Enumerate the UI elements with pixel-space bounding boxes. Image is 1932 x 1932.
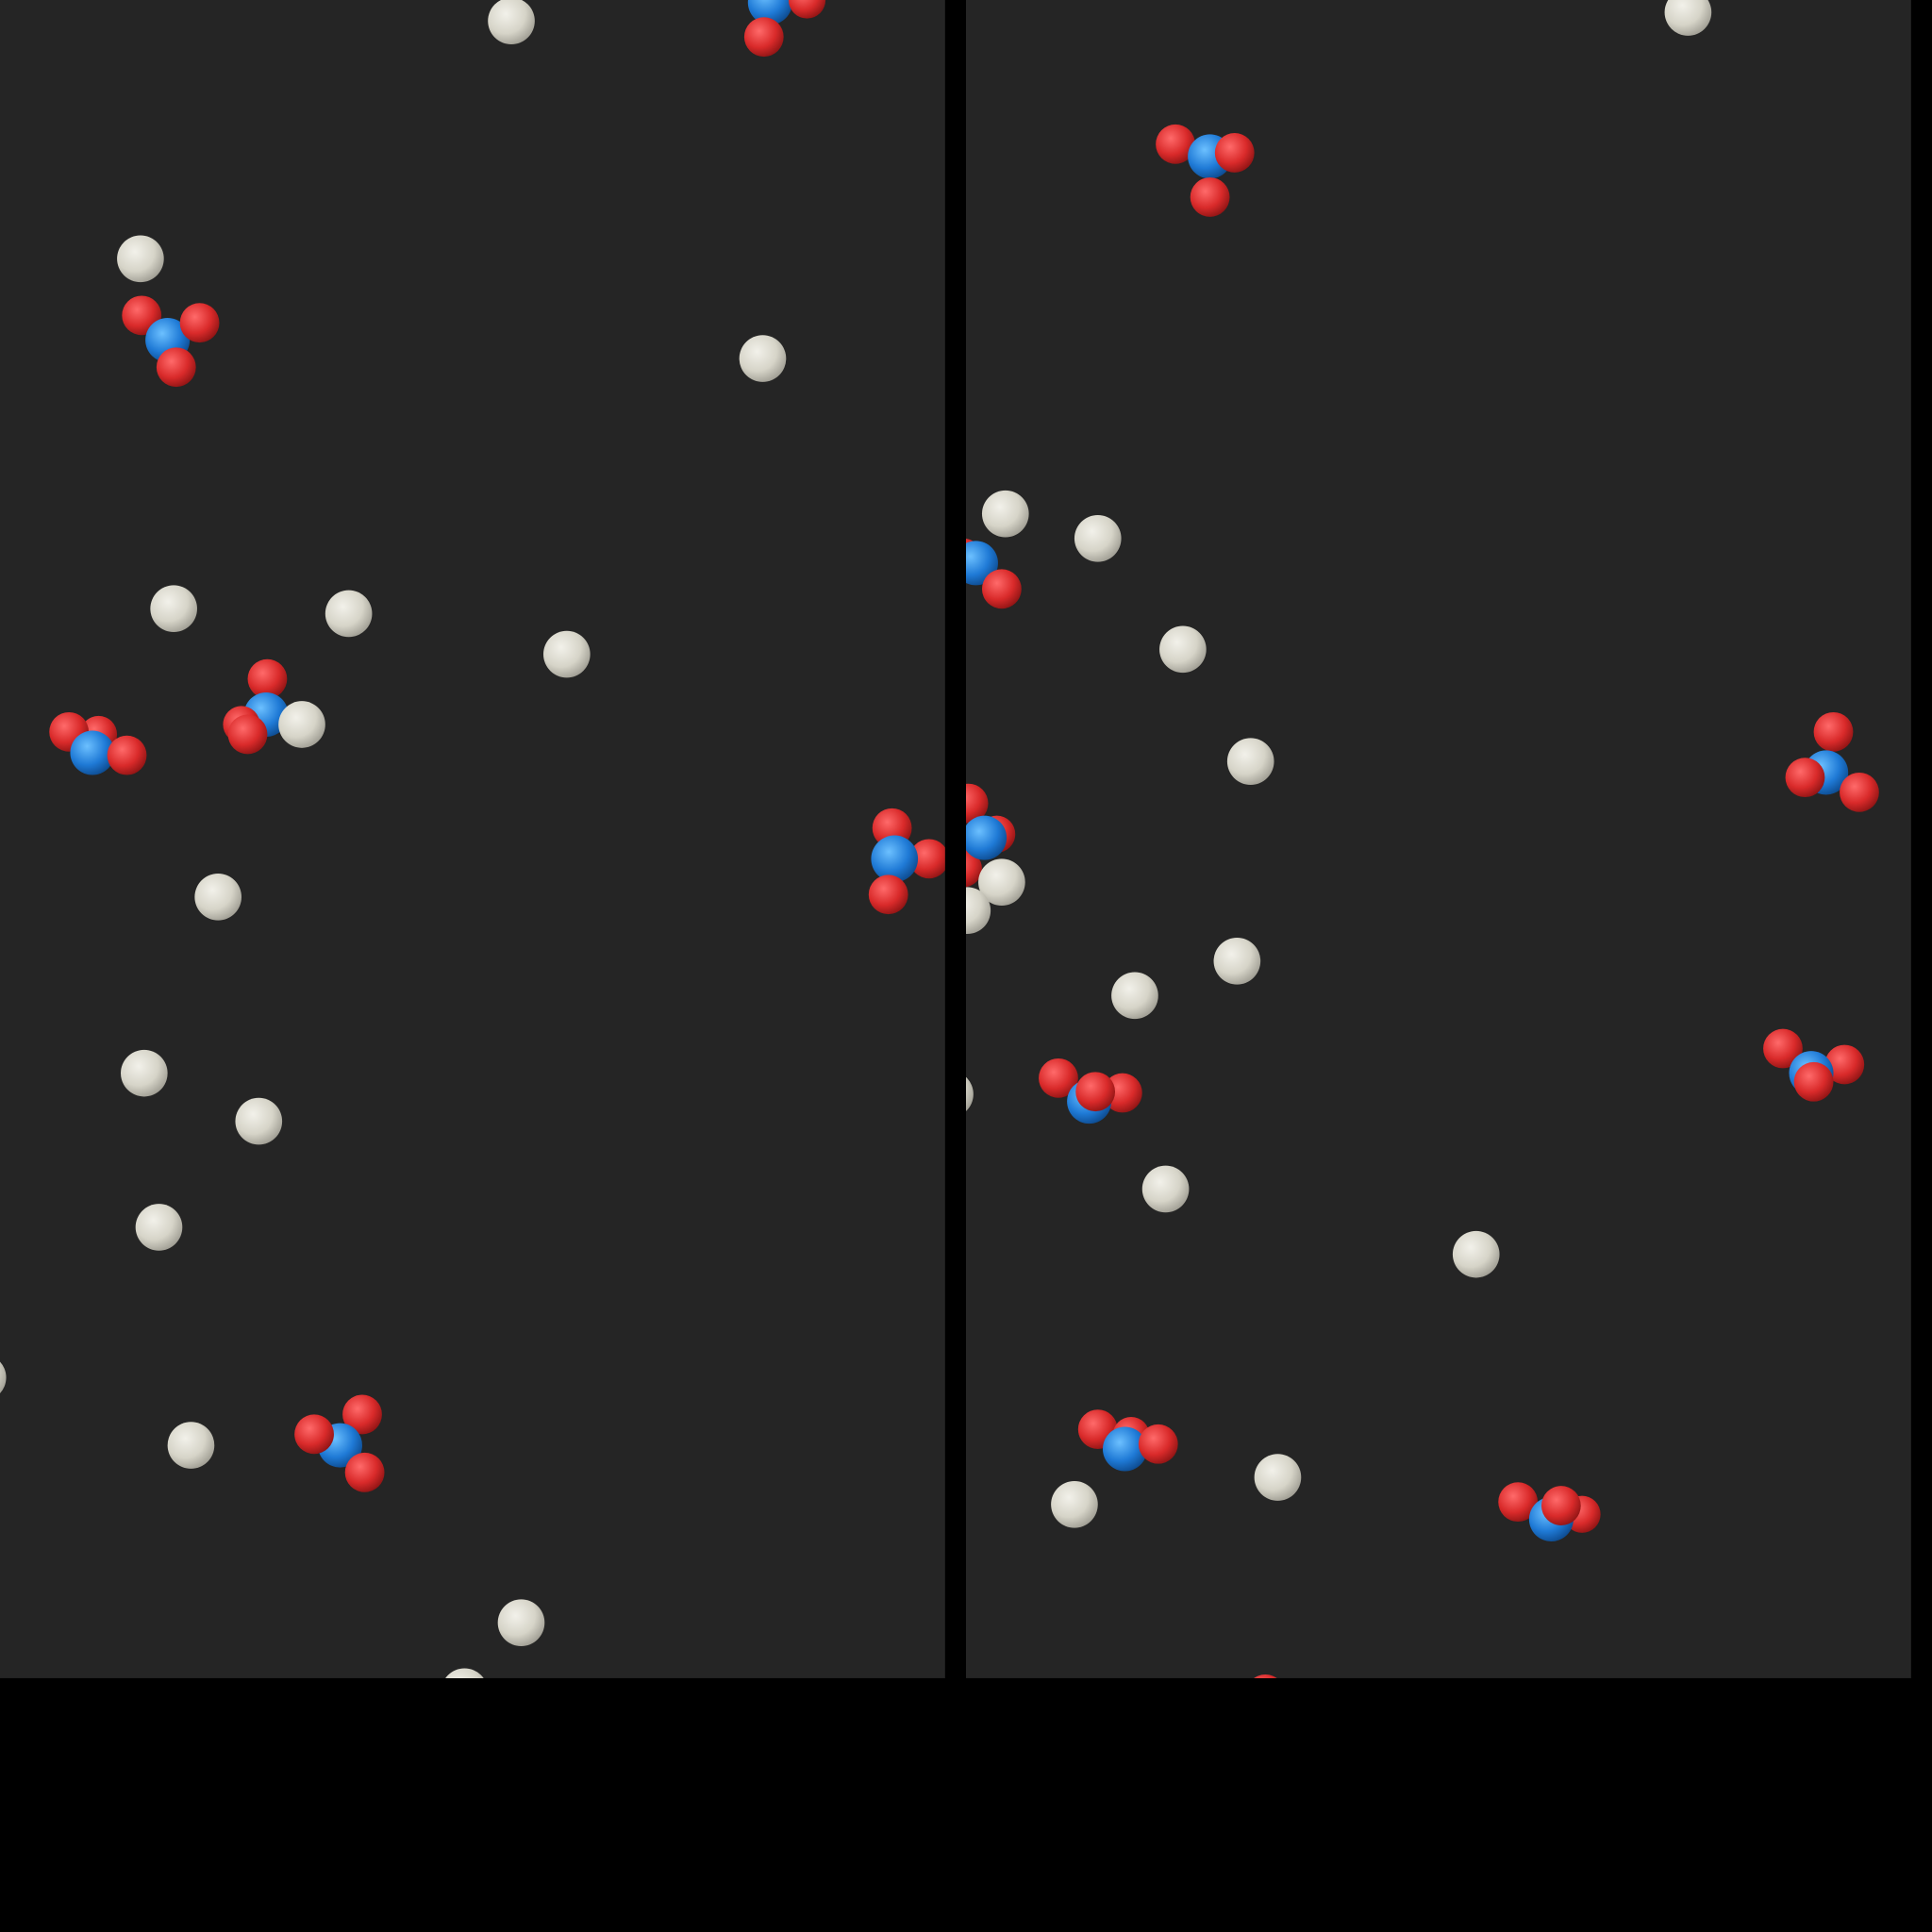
- nitrate: [223, 658, 289, 755]
- nitrate: [868, 808, 945, 915]
- nitrate: [1077, 1409, 1178, 1472]
- left-molecules: [0, 0, 945, 1678]
- nitrate: [965, 538, 1022, 609]
- nitrate: [965, 783, 1016, 888]
- water-spheres: [0, 0, 787, 1678]
- nitrate: [122, 295, 220, 388]
- nitrate: [1039, 1058, 1142, 1124]
- nitrate: [1498, 1482, 1601, 1541]
- nitrate: [294, 1394, 385, 1492]
- nitrate: [1156, 124, 1255, 217]
- nitrate: [1763, 1028, 1865, 1102]
- water-spheres: [965, 0, 1712, 1528]
- right-panel: [966, 0, 1911, 1678]
- nitrate: [49, 711, 147, 775]
- right-molecules: [965, 0, 1879, 1678]
- left-panel: [0, 0, 945, 1678]
- nitrate: [1785, 711, 1879, 812]
- nitrate: [743, 0, 826, 58]
- nitrate: [1254, 1674, 1277, 1678]
